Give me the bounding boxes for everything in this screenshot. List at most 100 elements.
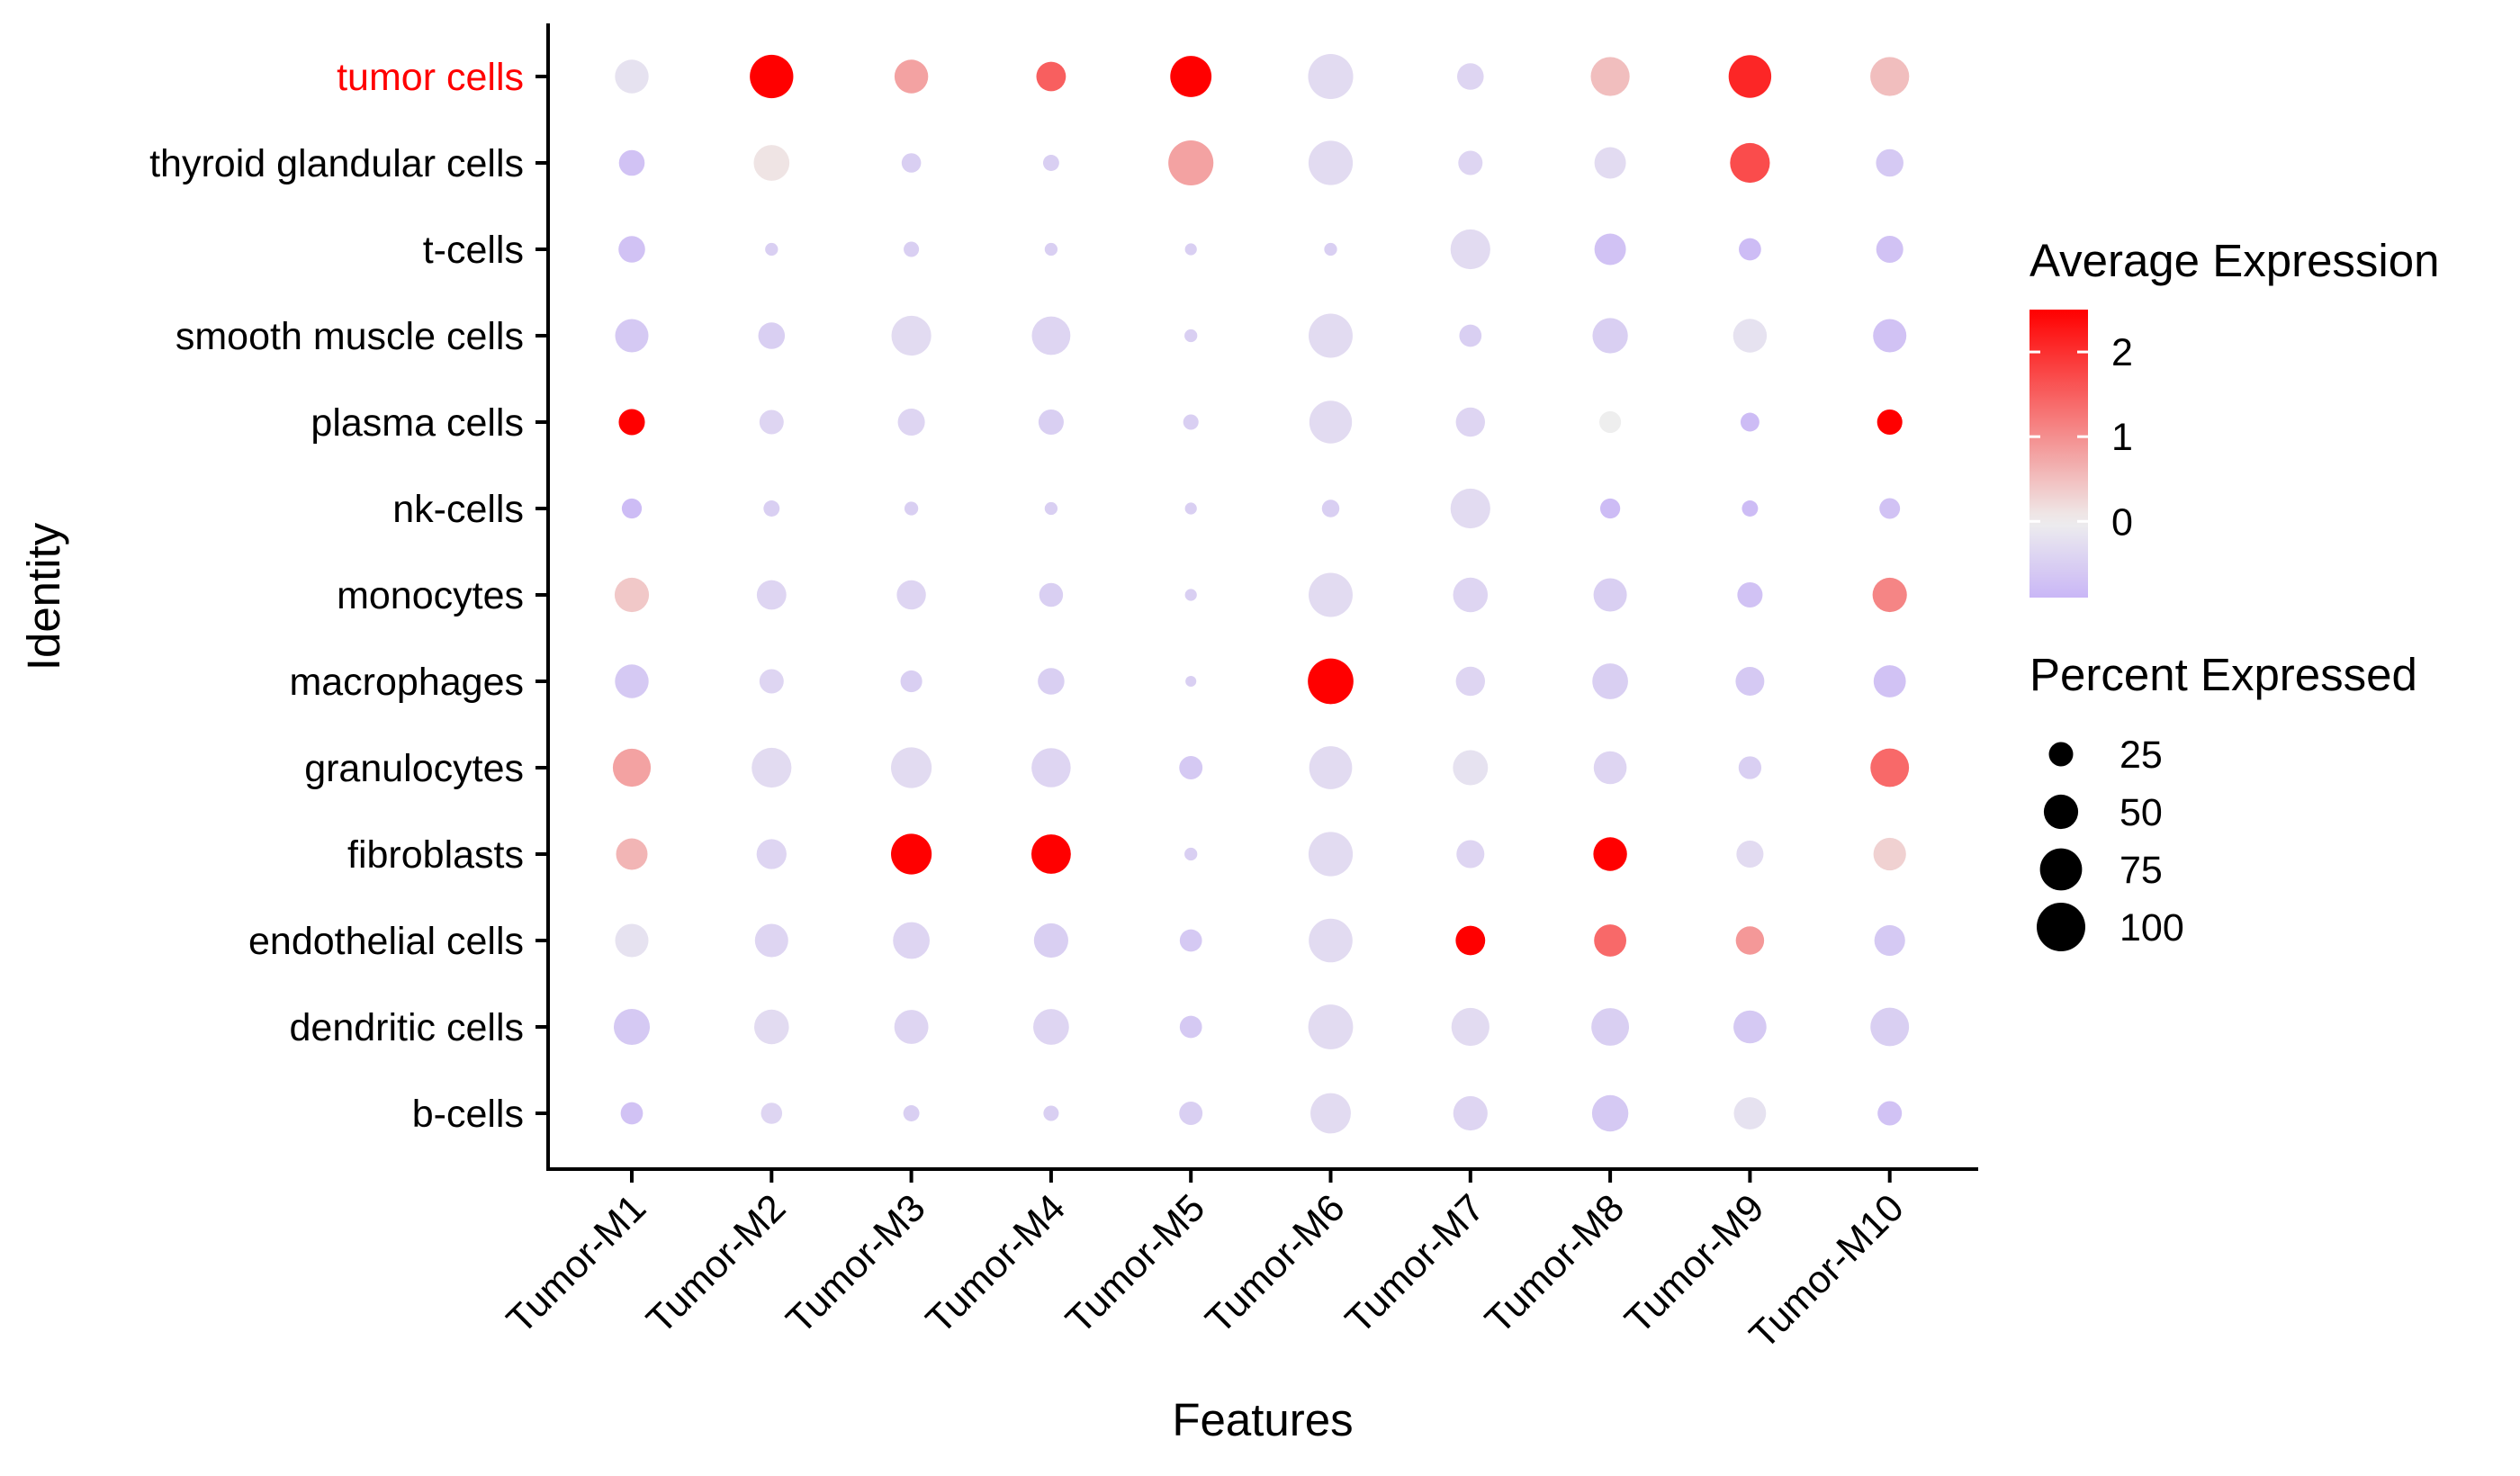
dot [1872, 577, 1907, 613]
dot [1309, 313, 1353, 358]
dot [1879, 498, 1901, 519]
dot [1033, 1009, 1069, 1045]
dot [1876, 409, 1903, 436]
size-legend-dot [2043, 794, 2079, 830]
dot [1453, 1095, 1488, 1131]
dot [1874, 924, 1905, 957]
dot [1870, 748, 1910, 788]
dot [614, 577, 650, 613]
color-bar [2030, 310, 2088, 598]
dot [1309, 746, 1353, 789]
y-tick-label: t-cells [423, 229, 524, 272]
dot [1733, 1097, 1767, 1130]
dot [1590, 57, 1630, 96]
dot [1455, 666, 1486, 697]
dot [1593, 837, 1627, 871]
dot [891, 747, 932, 788]
dot [1168, 140, 1214, 186]
x-tick-label: Tumor-M1 [499, 1186, 654, 1342]
dot [754, 923, 788, 958]
size-legend-label: 25 [2120, 734, 2163, 777]
dot [1184, 589, 1197, 601]
dot [1453, 577, 1489, 613]
x-tick-label: Tumor-M5 [1058, 1186, 1213, 1342]
dot [1038, 668, 1065, 695]
axes [546, 23, 1978, 1171]
dot [1030, 834, 1071, 874]
dot [1592, 318, 1628, 354]
dot [618, 149, 645, 176]
dot [1591, 1008, 1630, 1046]
dot [759, 669, 784, 694]
dot [1179, 929, 1202, 952]
dot [1309, 572, 1353, 617]
dot [896, 580, 926, 610]
dot [1870, 57, 1910, 96]
dot [612, 748, 652, 788]
color-legend: Average Expression 0 1 2 [2030, 235, 2440, 598]
y-tick-label: fibroblasts [347, 833, 524, 877]
dot [1455, 407, 1486, 437]
dot [615, 59, 649, 94]
dot [1735, 667, 1765, 696]
dot [620, 1102, 644, 1125]
dot [1044, 501, 1058, 516]
dot [1457, 63, 1484, 90]
dot [1459, 324, 1482, 347]
dot [1043, 1105, 1059, 1121]
x-tick-label: Tumor-M6 [1198, 1186, 1354, 1342]
y-tick-label: b-cells [412, 1093, 524, 1136]
dot [1594, 147, 1626, 179]
dot [1310, 1093, 1351, 1134]
dot [1184, 328, 1198, 343]
dot [1038, 409, 1064, 436]
y-tick-label: smooth muscle cells [176, 315, 524, 358]
dot [1042, 155, 1059, 171]
dot [1876, 235, 1904, 264]
dot [1873, 837, 1906, 871]
dot [894, 59, 929, 94]
y-tick-label: tumor cells [337, 56, 524, 99]
dot [1873, 665, 1906, 698]
x-axis-title: Features [1172, 1394, 1353, 1445]
dot [1594, 233, 1626, 266]
x-ticks: Tumor-M1Tumor-M2Tumor-M3Tumor-M4Tumor-M5… [499, 1171, 1912, 1357]
dot [618, 236, 645, 263]
dot [758, 322, 786, 349]
dot [1308, 1004, 1354, 1049]
dot [904, 501, 919, 516]
dot [1736, 840, 1764, 868]
dot [1877, 1101, 1903, 1126]
y-tick-label: dendritic cells [290, 1006, 525, 1049]
x-tick-label: Tumor-M4 [918, 1186, 1074, 1342]
dot [1599, 410, 1622, 434]
dot [1179, 1102, 1203, 1125]
dot [1456, 840, 1485, 868]
dot [891, 833, 932, 875]
y-ticks: tumor cells thyroid glandular cells t-cell… [149, 56, 546, 1136]
dot [760, 1102, 783, 1124]
dot [1591, 1094, 1629, 1132]
dot [1728, 55, 1772, 98]
y-tick-label: endothelial cells [248, 920, 524, 963]
size-legend-title: Percent Expressed [2030, 649, 2417, 700]
dot [765, 242, 778, 256]
dot [1184, 847, 1198, 861]
dot [1308, 53, 1354, 100]
dot [1599, 498, 1621, 519]
dot [894, 1010, 929, 1044]
size-legend-label: 50 [2120, 791, 2163, 834]
dot [1737, 581, 1763, 608]
dot [1450, 229, 1490, 270]
dot [1738, 756, 1762, 779]
color-legend-title: Average Expression [2030, 235, 2440, 286]
dot [1870, 1007, 1910, 1047]
y-tick-label: macrophages [289, 661, 524, 704]
size-legend-label: 75 [2120, 849, 2163, 892]
dot [754, 1009, 789, 1045]
size-legend-dot [2039, 848, 2083, 891]
y-tick-label: plasma cells [310, 401, 524, 445]
dot [893, 922, 930, 959]
dot [1179, 756, 1203, 779]
